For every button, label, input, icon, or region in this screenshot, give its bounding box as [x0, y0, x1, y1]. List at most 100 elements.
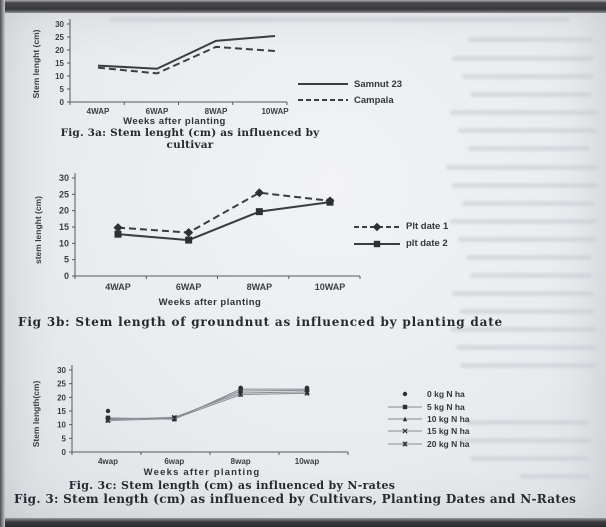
figure-3b-legend: Plt date 1 plt date 2 — [354, 218, 448, 252]
y-tick-label: 10 — [59, 238, 69, 248]
y-tick-label: 15 — [57, 407, 66, 416]
data-point-marker — [114, 230, 122, 238]
x-tick-label: 4WAP — [87, 107, 110, 116]
bleed-through-line — [470, 92, 592, 97]
legend-swatch-circle-marker — [402, 391, 408, 397]
data-point-marker — [402, 416, 408, 422]
legend-swatch-square-marker — [354, 240, 400, 247]
photo-frame-left — [0, 0, 5, 527]
bleed-through-line — [468, 37, 593, 42]
data-point-marker — [105, 417, 111, 424]
series-line — [107, 392, 308, 422]
bleed-through-line — [456, 345, 596, 350]
data-point-marker — [402, 428, 408, 434]
data-point-marker — [402, 391, 408, 397]
figure-3a-xlabel: Weeks after planting — [123, 116, 226, 127]
bleed-through-line — [452, 56, 594, 61]
y-tick-label: 15 — [59, 222, 69, 232]
data-point-marker — [326, 198, 334, 206]
legend-swatch-star-marker — [388, 441, 422, 447]
data-point-marker — [254, 188, 264, 198]
legend-label: 15 kg N ha — [427, 426, 470, 437]
legend-item: Plt date 1 — [354, 218, 448, 235]
legend-label: Samnut 23 — [354, 78, 403, 90]
legend-item: plt date 2 — [354, 235, 448, 252]
figure-3c-caption: Fig. 3c: Stem length (cm) as influenced … — [68, 479, 396, 492]
x-tick-label: 8WAP — [205, 107, 228, 116]
bleed-through-line — [470, 456, 588, 461]
legend-label: 20 kg N ha — [427, 438, 470, 449]
figure-3a-caption-line2: cultivar — [166, 139, 214, 151]
figure-3c-legend: 0 kg N ha 5 kg N ha 10 kg N ha 15 kg N ha 20… — [388, 388, 470, 450]
legend-item: 15 kg N ha — [388, 425, 470, 437]
bleed-through-line — [452, 291, 594, 296]
figure-3c-xlabel: Weeks after planting — [143, 467, 261, 478]
figure-3a-plot: 0 5 10 15 20 25 30 4WAP 6WAP 8WAP 10WAP — [55, 19, 289, 116]
figure-3a: 0 5 10 15 20 25 30 4WAP 6WAP 8WAP 10WAP — [52, 16, 297, 118]
legend-label: Campala — [354, 94, 394, 106]
y-tick-label: 25 — [55, 33, 64, 42]
data-point-marker — [113, 223, 123, 233]
bleed-through-line — [466, 420, 588, 425]
bleed-through-line — [450, 327, 596, 332]
figure-3b-ylabel: stem lenght (cm) — [33, 196, 43, 265]
figure-3a-caption-line1: Fig. 3a: Stem lenght (cm) as influenced … — [60, 127, 320, 139]
bleed-through-line — [462, 201, 594, 206]
x-tick-label: 4wap — [98, 457, 118, 466]
series-line — [107, 389, 308, 420]
series-line — [117, 201, 331, 242]
y-tick-label: 25 — [59, 189, 69, 199]
series-line — [97, 45, 276, 75]
y-tick-label: 5 — [60, 85, 65, 94]
data-point-marker — [105, 408, 111, 414]
bleed-through-line — [450, 110, 598, 115]
y-tick-label: 10 — [55, 72, 64, 81]
y-tick-label: 15 — [55, 59, 64, 68]
legend-label: 5 kg N ha — [427, 401, 465, 412]
bleed-through-line — [452, 183, 598, 188]
data-point-marker — [184, 228, 194, 238]
bleed-through-line — [466, 255, 592, 260]
series-line — [117, 191, 331, 234]
figure-3a-ylabel: Stem lenght (cm) — [31, 29, 41, 99]
x-tick-label: 10wap — [295, 457, 320, 466]
bleed-through-line — [110, 17, 570, 22]
y-tick-label: 20 — [57, 393, 66, 402]
legend-item: 10 kg N ha — [388, 413, 470, 425]
figure-3b-xlabel: Weeks after planting — [158, 297, 262, 308]
figure-3-overall-caption: Fig. 3: Stem length (cm) as influenced b… — [14, 492, 577, 506]
legend-label: Plt date 1 — [406, 221, 449, 232]
y-tick-label: 5 — [64, 255, 69, 265]
photo-frame-top — [0, 0, 606, 13]
bleed-through-line — [520, 474, 590, 479]
y-tick-label: 30 — [59, 173, 69, 183]
legend-item: 0 kg N ha — [388, 388, 470, 400]
data-point-marker — [372, 222, 382, 231]
x-tick-label: 6wap — [164, 457, 184, 466]
bleed-through-line — [458, 237, 596, 242]
y-tick-label: 20 — [55, 46, 64, 55]
figure-3c-ylabel: Stem length(cm) — [31, 380, 41, 448]
legend-label: 10 kg N ha — [427, 413, 470, 424]
x-tick-label: 4WAP — [105, 282, 131, 292]
legend-label: plt date 2 — [406, 238, 448, 249]
legend-item: 20 kg N ha — [388, 438, 470, 450]
bleed-through-line — [460, 309, 594, 314]
data-point-marker — [304, 390, 310, 396]
x-tick-label: 6WAP — [176, 282, 202, 292]
legend-swatch-square-marker — [388, 404, 422, 409]
legend-swatch-triangle-marker — [388, 416, 422, 422]
bleed-through-line — [458, 128, 596, 133]
bleed-through-line — [458, 438, 592, 443]
legend-swatch-diamond-marker — [354, 222, 400, 231]
y-tick-label: 30 — [55, 20, 64, 29]
legend-label: 0 kg N ha — [427, 389, 465, 400]
figure-3b-caption: Fig 3b: Stem length of groundnut as infl… — [18, 315, 503, 329]
figure-3a-legend: Samnut 23 Campala — [298, 76, 402, 108]
data-point-marker — [185, 236, 193, 244]
series-line — [97, 34, 276, 70]
legend-swatch-solid-line — [298, 83, 348, 85]
x-tick-label: 8wap — [231, 457, 251, 466]
bleed-through-line — [450, 219, 596, 224]
